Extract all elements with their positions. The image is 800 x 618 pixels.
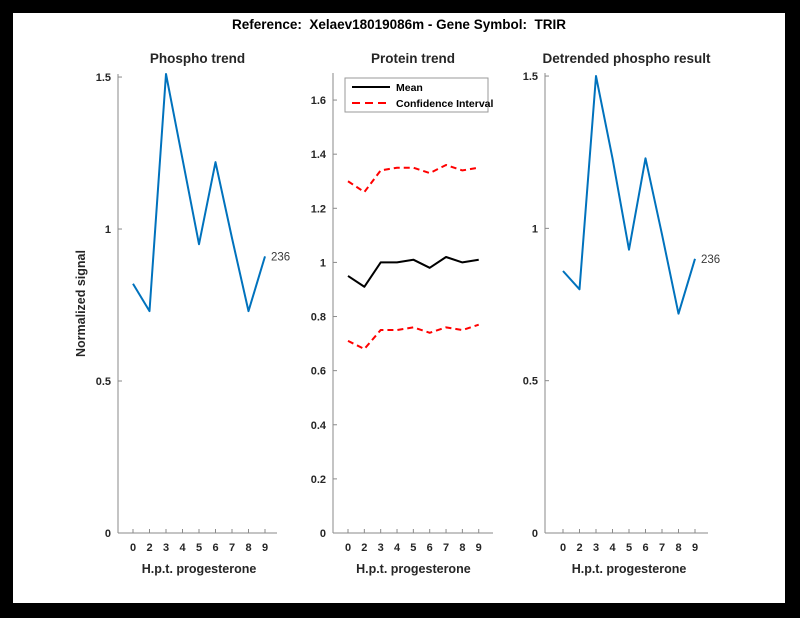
y-tick-label: 1.2	[311, 203, 326, 215]
subplot-2: 0 0.2 0.4 0.6 0.8 1 1.2 1.4 1.6 Protein trend H.p.…	[311, 51, 494, 576]
y-tick-label: 0.4	[311, 420, 327, 432]
y-tick-label: 1.5	[96, 72, 111, 84]
x-tick-label: 8	[245, 542, 251, 554]
charts-svg: 0 0.5 1 1.5 Phospho trend H.p.t. progesterone…	[74, 51, 720, 576]
y-tick-label: 1.5	[523, 71, 538, 83]
x-tick-label: 0	[345, 542, 351, 554]
subplot-title: Protein trend	[371, 51, 455, 66]
x-tick-label: 6	[427, 542, 433, 554]
y-tick-label: 1.6	[311, 95, 326, 107]
legend-entry-label: Mean	[396, 82, 423, 94]
y-tick-label: 0.2	[311, 474, 326, 486]
x-tick-label: 8	[459, 542, 465, 554]
x-tick-label: 4	[609, 542, 616, 554]
y-tick-label: 0	[320, 528, 326, 540]
y-tick-label: 0.5	[96, 376, 111, 388]
y-tick-label: 1.4	[311, 149, 327, 161]
figure-canvas: Reference: Xelaev18019086m - Gene Symbol…	[13, 13, 785, 603]
x-tick-label: 0	[130, 542, 136, 554]
x-tick-label: 2	[146, 542, 152, 554]
subplot-title: Phospho trend	[150, 51, 245, 66]
series-annotation: 236	[271, 251, 290, 263]
y-tick-label: 0	[532, 528, 538, 540]
y-tick-label: 1	[320, 257, 326, 269]
x-tick-label: 2	[576, 542, 582, 554]
y-tick-label: 1	[105, 224, 111, 236]
mean-line	[347, 256, 479, 288]
legend-box	[344, 77, 489, 113]
x-axis-label: H.p.t. progesterone	[356, 562, 471, 576]
x-tick-label: 7	[659, 542, 665, 554]
subplot-1: 0 0.5 1 1.5 Phospho trend H.p.t. progesterone…	[74, 51, 290, 576]
y-tick-label: 0.5	[523, 376, 538, 388]
x-tick-label: 7	[443, 542, 449, 554]
x-tick-label: 3	[378, 542, 384, 554]
confidence-interval-line	[347, 164, 479, 194]
signal-line	[132, 73, 266, 313]
x-tick-label: 9	[692, 542, 698, 554]
x-axis-label: H.p.t. progesterone	[142, 562, 257, 576]
subplot-title: Detrended phospho result	[542, 51, 711, 66]
x-tick-label: 7	[229, 542, 235, 554]
x-tick-label: 4	[394, 542, 401, 554]
x-tick-label: 2	[361, 542, 367, 554]
subplot-3: 0 0.5 1 1.5 Detrended phospho result H.p.t. p…	[523, 51, 720, 576]
x-tick-label: 5	[410, 542, 416, 554]
confidence-interval-line	[347, 323, 480, 350]
legend-entry-label: Confidence Interval	[396, 98, 494, 110]
x-tick-label: 6	[212, 542, 218, 554]
x-tick-label: 6	[642, 542, 648, 554]
x-tick-label: 0	[560, 542, 566, 554]
y-tick-label: 0	[105, 528, 111, 540]
y-axis-label: Normalized signal	[74, 250, 88, 357]
series-annotation: 236	[701, 254, 720, 266]
x-tick-label: 8	[675, 542, 681, 554]
y-tick-label: 0.6	[311, 366, 326, 378]
y-tick-label: 1	[532, 223, 538, 235]
x-tick-label: 9	[262, 542, 268, 554]
x-tick-label: 5	[196, 542, 202, 554]
x-tick-label: 4	[179, 542, 186, 554]
x-tick-label: 3	[593, 542, 599, 554]
x-tick-label: 9	[476, 542, 482, 554]
x-tick-label: 5	[626, 542, 632, 554]
y-tick-label: 0.8	[311, 312, 326, 324]
figure-title: Reference: Xelaev18019086m - Gene Symbol…	[232, 17, 566, 32]
x-axis-label: H.p.t. progesterone	[572, 562, 687, 576]
x-tick-label: 3	[163, 542, 169, 554]
signal-line	[562, 75, 696, 315]
